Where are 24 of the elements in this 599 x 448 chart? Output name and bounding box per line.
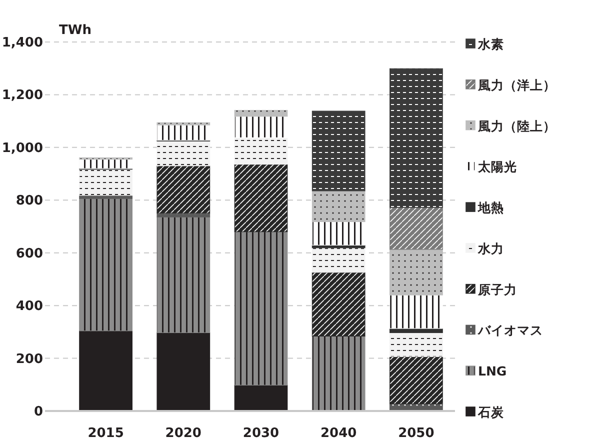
y-tick-label: 0 — [34, 404, 43, 420]
x-tick-label: 2030 — [242, 426, 280, 441]
legend-label: バイオマス — [477, 322, 543, 338]
y-tick-label: 1,000 — [2, 140, 43, 156]
y-tick-label: 400 — [16, 299, 43, 314]
legend-label: 水素 — [477, 36, 504, 52]
y-tick-label: 1,200 — [2, 88, 43, 104]
legend-label: 風力（洋上） — [477, 77, 556, 92]
y-tick-label: 200 — [16, 352, 43, 367]
y-tick-label: 1,400 — [2, 36, 43, 50]
x-tick-label: 2050 — [398, 426, 434, 441]
legend-label: 水力 — [477, 240, 504, 256]
legend-label: LNG — [478, 364, 507, 379]
x-tick-label: 2020 — [165, 426, 202, 441]
y-tick-label: 600 — [16, 246, 43, 262]
y-tick-label: 800 — [16, 194, 43, 209]
legend-label: 太陽光 — [477, 159, 517, 174]
legend-label: 地熱 — [477, 200, 504, 216]
legend-label: 石炭 — [477, 404, 505, 420]
legend-label: 風力（陸上） — [477, 118, 556, 134]
y-axis-title: TWh — [59, 23, 92, 38]
legend-label: 原子力 — [477, 282, 517, 297]
x-tick-label: 2040 — [320, 426, 357, 441]
x-tick-label: 2015 — [88, 426, 124, 441]
